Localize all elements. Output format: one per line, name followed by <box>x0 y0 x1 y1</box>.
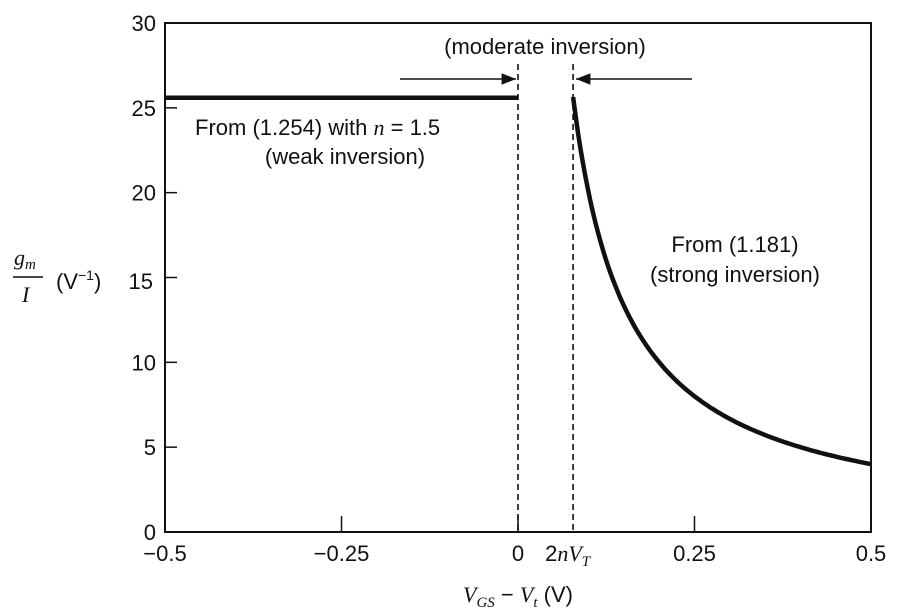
strong-inversion-curve <box>570 96 872 467</box>
x-label-unit: (V) <box>538 582 573 607</box>
x-label-t-subscript: t <box>533 595 538 611</box>
weak-label-prefix: From (1.254) with <box>195 115 374 140</box>
y-tick-label: 20 <box>132 181 156 206</box>
y-label-g: g <box>14 245 25 270</box>
y-label-unit-close: ) <box>94 269 101 294</box>
y-label-m-subscript: m <box>25 257 36 273</box>
y-label-unit-open: (V <box>56 269 78 294</box>
strong-inversion-label-line2: (strong inversion) <box>650 262 820 287</box>
x-tick-label: −0.25 <box>314 541 370 566</box>
y-axis-label: gm I (V−1) 15 <box>13 245 153 307</box>
moderate-inversion-label: (moderate inversion) <box>444 34 646 59</box>
weak-label-suffix: = 1.5 <box>385 115 441 140</box>
x-tick-label: 0.25 <box>673 541 716 566</box>
strong-inversion-label-line1: From (1.181) <box>671 232 798 257</box>
region-boundaries <box>517 64 574 532</box>
x-label-v2: V <box>520 582 536 607</box>
x-tick-2nvt-prefix: 2 <box>545 541 557 566</box>
weak-inversion-label-line1: From (1.254) with n = 1.5 <box>195 115 440 140</box>
x-tick-label: 0.5 <box>856 541 887 566</box>
y-tick-label: 0 <box>144 520 156 545</box>
x-label-gs-subscript: GS <box>476 595 495 611</box>
y-tick-label: 25 <box>132 96 156 121</box>
y-label-denominator: I <box>21 282 31 307</box>
y-tick-label: 30 <box>132 11 156 36</box>
y-tick-label: 5 <box>144 435 156 460</box>
x-axis-label: VGS − Vt (V) <box>463 582 573 611</box>
x-tick-label-2nvt: 2nVT <box>545 541 592 570</box>
y-label-unit: (V−1) <box>56 267 101 294</box>
x-tick-2nvt-subscript: T <box>582 554 592 570</box>
y-axis-ticks: 0 5 10 20 25 30 <box>132 11 177 545</box>
y-label-unit-exponent: −1 <box>78 267 94 283</box>
y-tick-label-15: 15 <box>129 269 153 294</box>
y-label-numerator: gm <box>14 245 36 273</box>
x-tick-label: 0 <box>512 541 524 566</box>
y-tick-label: 10 <box>132 350 156 375</box>
x-tick-label: −0.5 <box>143 541 186 566</box>
weak-label-var: n <box>374 115 385 140</box>
x-label-v1: V <box>463 582 479 607</box>
x-label-minus: − <box>495 582 520 607</box>
weak-inversion-label-line2: (weak inversion) <box>265 144 425 169</box>
x-tick-2nvt-var: nV <box>557 541 584 566</box>
x-axis-ticks: −0.5 −0.25 0 0.25 0.5 <box>143 516 886 566</box>
